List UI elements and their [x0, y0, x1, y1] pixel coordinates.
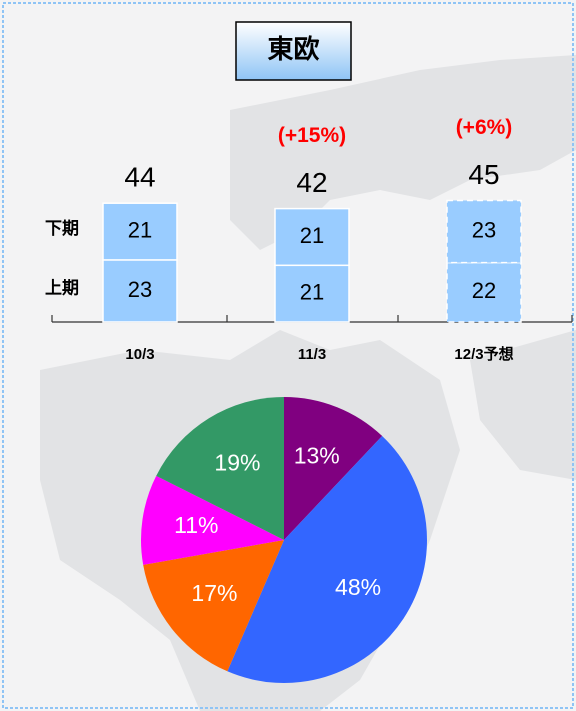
bar-value-label: 21	[300, 279, 324, 304]
change-annotation: (+6%)	[456, 116, 513, 139]
bar-segment	[446, 199, 522, 264]
pie-slice	[156, 397, 284, 540]
pie-slice	[227, 435, 428, 683]
bar-segment	[274, 207, 350, 267]
legend-label: 下期	[45, 219, 79, 238]
chart-title: 東欧	[267, 34, 319, 64]
bar-value-label: 21	[128, 217, 152, 242]
pie-slice	[284, 397, 383, 540]
bar-segment	[102, 202, 178, 261]
bar-value-label: 23	[472, 217, 496, 242]
total-label: 45	[468, 159, 499, 190]
pie-label: 17%	[191, 580, 237, 606]
pie-label: 13%	[294, 443, 340, 469]
pie-label: 19%	[214, 450, 260, 476]
bar-value-label: 21	[300, 223, 324, 248]
total-label: 42	[296, 167, 327, 198]
pie-label: 11%	[174, 512, 218, 538]
pie-label: 48%	[335, 574, 381, 600]
pie-slice	[140, 475, 284, 565]
x-tick-label: 11/3	[298, 346, 326, 363]
total-label: 44	[124, 162, 155, 193]
change-annotation: (+15%)	[278, 124, 346, 147]
bar-segment	[446, 261, 522, 323]
x-tick-label: 12/3予想	[454, 345, 513, 363]
x-tick-label: 10/3	[125, 346, 154, 363]
title-box	[235, 21, 352, 81]
pie-slice	[143, 540, 284, 672]
legend-label: 上期	[45, 278, 79, 297]
bar-value-label: 23	[128, 277, 152, 302]
axis-ticks	[51, 315, 573, 322]
bar-value-label: 22	[472, 278, 496, 303]
